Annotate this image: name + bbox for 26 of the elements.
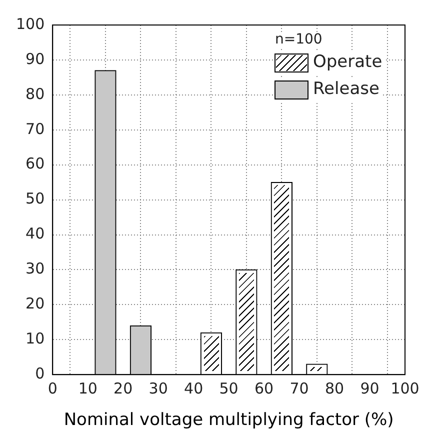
- y-tick-label: 20: [26, 294, 45, 313]
- y-tick-label: 0: [35, 364, 45, 382]
- x-tick-label: 70: [290, 379, 309, 398]
- x-tick-label: 30: [148, 379, 168, 398]
- y-tick-label: 70: [26, 120, 45, 138]
- x-tick-label: 10: [78, 379, 98, 398]
- x-tick-label: 90: [360, 379, 380, 398]
- x-axis-title: Nominal voltage multiplying factor (%): [64, 410, 394, 430]
- y-tick-label: 80: [26, 84, 45, 103]
- y-tick-label: 90: [26, 50, 45, 68]
- y-tick-label: 100: [16, 14, 45, 33]
- y-tick-label: 40: [26, 224, 45, 243]
- x-tick-label: 60: [254, 379, 274, 398]
- annotation: n=100: [275, 32, 322, 48]
- x-tick-label: 0: [48, 379, 58, 398]
- legend-label: Release: [313, 78, 380, 99]
- x-tick-label: 40: [184, 379, 204, 398]
- legend-label: Operate: [313, 52, 382, 72]
- y-tick-label: 60: [26, 154, 45, 173]
- y-tick-label: 50: [26, 190, 45, 208]
- x-tick-label: 100: [390, 379, 420, 398]
- x-tick-label: 50: [219, 379, 238, 398]
- y-tick-label: 30: [26, 260, 45, 278]
- x-tick-label: 20: [114, 379, 133, 398]
- x-tick-label: 80: [324, 379, 344, 398]
- y-tick-label: 10: [26, 330, 45, 348]
